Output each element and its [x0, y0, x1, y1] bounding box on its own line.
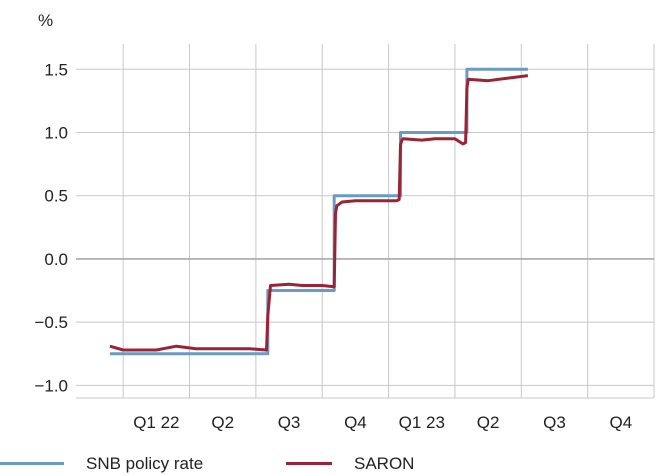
x-tick-label: Q4 [344, 413, 367, 432]
y-tick-labels: 1.5 1.0 0.5 0.0 −0.5 −1.0 [34, 60, 68, 395]
y-tick-label: −1.0 [34, 376, 68, 395]
y-axis-unit-label: % [38, 11, 53, 30]
series [109, 67, 529, 356]
y-tick-label: −0.5 [34, 313, 68, 332]
x-tick-labels: Q1 22 Q2 Q3 Q4 Q1 23 Q2 Q3 Q4 [133, 413, 632, 432]
x-tick-label: Q3 [278, 413, 301, 432]
x-tick-label: Q2 [211, 413, 234, 432]
y-tick-label: 1.5 [44, 60, 68, 79]
legend-swatch-snb-policy-rate [0, 462, 64, 465]
series-line-saron [109, 74, 529, 352]
x-tick-label: Q3 [543, 413, 566, 432]
legend-item-saron: SARON [286, 452, 414, 475]
legend-item-snb-policy-rate: SNB policy rate [0, 452, 203, 475]
legend-label-snb-policy-rate: SNB policy rate [86, 453, 204, 473]
y-tick-label: 1.0 [44, 124, 68, 143]
grid [76, 44, 655, 399]
chart: % 1.51.00.50.0−0.5−1.0 Q1 22 Q2 Q3 Q4 Q1 23 Q… [34, 11, 655, 432]
y-tick-label: 0.0 [44, 250, 68, 269]
legend-swatch-saron [286, 462, 332, 465]
legend-label-saron: SARON [354, 453, 415, 473]
x-tick-label: Q1 22 [133, 413, 179, 432]
legend: SNB policy rate SARON [0, 452, 670, 475]
x-tick-label: Q1 23 [399, 413, 445, 432]
x-tick-label: Q2 [477, 413, 500, 432]
x-tick-label: Q4 [609, 413, 632, 432]
y-tick-label: 0.5 [44, 187, 68, 206]
